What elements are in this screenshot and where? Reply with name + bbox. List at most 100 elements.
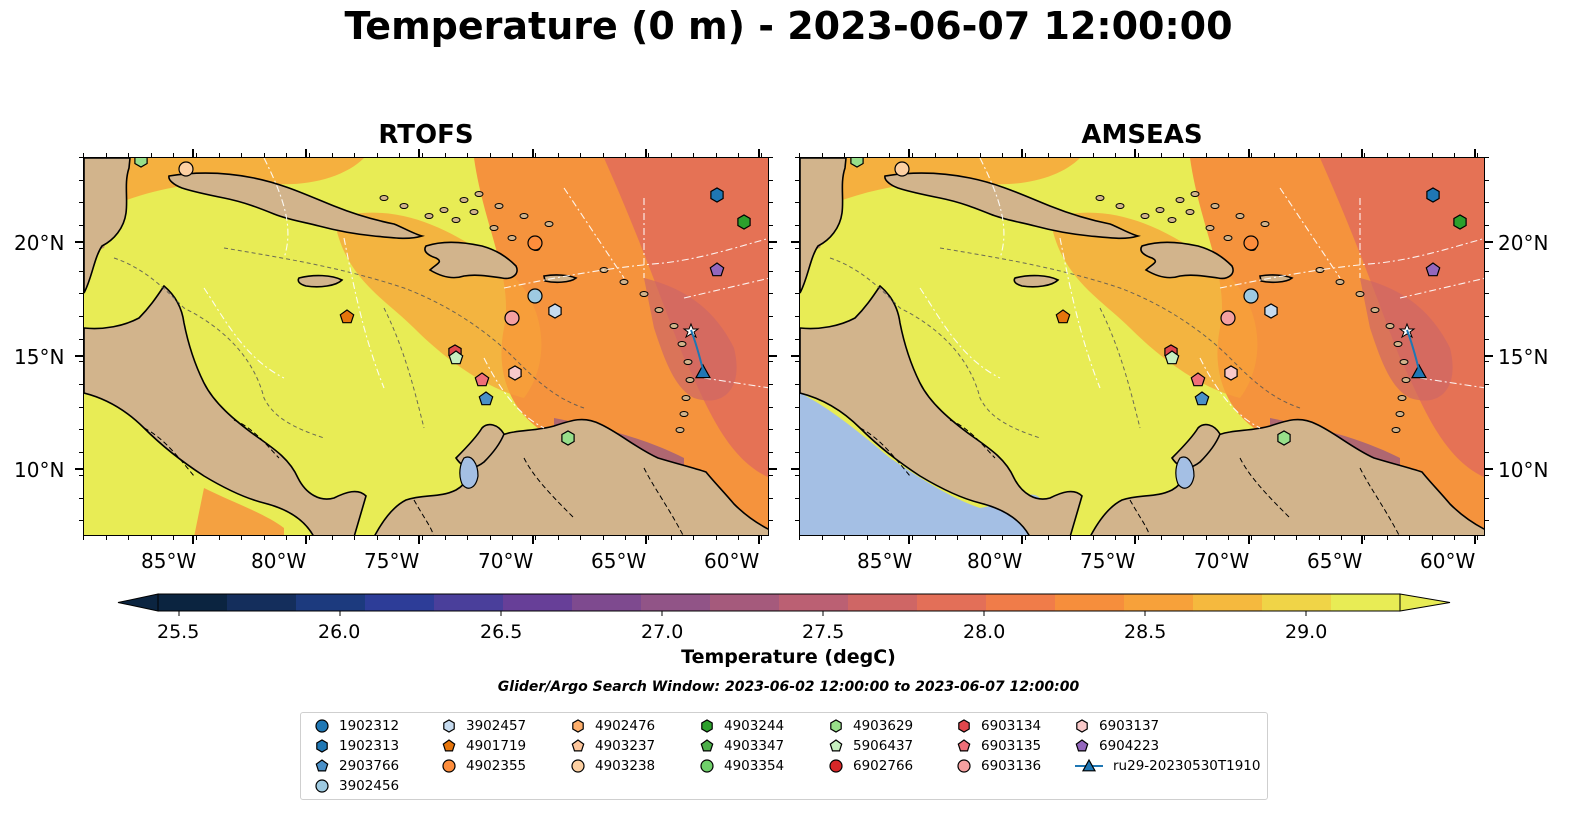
lon-tick-minor <box>1160 536 1162 540</box>
lon-tick-minor <box>670 153 672 157</box>
lat-tick-minor <box>1485 157 1489 158</box>
lon-tick-minor <box>1183 153 1185 157</box>
pacific-sst <box>84 393 324 535</box>
lon-tick-minor <box>1386 536 1388 540</box>
land-cuba <box>884 172 1141 240</box>
lat-tick-minor <box>1485 429 1489 431</box>
colorbar-tick-label: 28.0 <box>963 621 1006 643</box>
lat-tick-minor <box>795 497 799 499</box>
lon-tick-minor <box>444 153 446 157</box>
lon-tick-minor <box>1002 536 1004 540</box>
lon-tick-minor <box>354 153 356 157</box>
small-island <box>379 195 389 201</box>
small-island <box>1260 221 1270 227</box>
lon-tick-minor <box>1296 536 1298 540</box>
lat-tick-minor <box>1485 202 1489 204</box>
lon-tick-minor <box>1409 153 1411 157</box>
colorbar-segment <box>503 594 573 611</box>
lon-tick-minor <box>354 536 356 540</box>
lat-tick-minor <box>79 202 83 204</box>
legend-label: 6902766 <box>853 758 914 774</box>
lat-tick-minor <box>795 429 799 431</box>
lat-tick-minor <box>79 406 83 408</box>
lon-tick-minor <box>1138 153 1139 157</box>
small-island <box>1210 203 1220 209</box>
lon-tick-major <box>758 536 760 544</box>
colorbar-tick-label: 25.5 <box>157 621 200 643</box>
lat-tick-minor <box>79 225 83 227</box>
small-island <box>677 341 687 347</box>
lon-tick-minor <box>844 536 846 540</box>
float-marker <box>561 430 575 446</box>
legend-marker <box>958 719 970 733</box>
legend-marker <box>571 759 585 773</box>
lat-tick-minor <box>769 179 773 181</box>
lat-tick-minor <box>769 338 773 340</box>
lon-tick-major <box>645 536 647 544</box>
lon-tick-major <box>1474 149 1476 157</box>
legend-item: 6903136 <box>955 756 1041 776</box>
map-rtofs[interactable] <box>83 157 769 536</box>
lat-label-15n-left: 15°N <box>14 345 65 369</box>
lon-tick-minor <box>128 536 130 540</box>
float-marker <box>339 309 355 324</box>
lon-tick-minor <box>1341 536 1343 540</box>
lon-tick-minor <box>83 536 84 540</box>
lon-tick-minor <box>889 536 891 540</box>
lon-tick-minor <box>1205 536 1207 540</box>
lon-tick-minor <box>693 153 695 157</box>
lat-tick-minor <box>1485 315 1489 317</box>
map-amseas[interactable] <box>799 157 1485 536</box>
legend-label: 4903237 <box>595 738 656 754</box>
lon-tick-minor <box>602 536 604 540</box>
lon-tick-minor <box>1025 536 1026 540</box>
lat-tick-minor <box>79 384 83 385</box>
country-border <box>143 419 684 535</box>
lat-tick-minor <box>79 338 83 340</box>
legend-label: 1902313 <box>339 738 400 754</box>
land-hispaniola <box>1140 241 1234 280</box>
small-island <box>459 197 469 203</box>
legend-label: 4903629 <box>853 718 914 734</box>
legend-label: 2903766 <box>339 758 400 774</box>
lon-tick-minor <box>263 153 265 157</box>
small-island <box>1335 279 1345 285</box>
lat-tick-minor <box>1485 270 1489 272</box>
legend-label: 6904223 <box>1099 738 1160 754</box>
lon-tick-minor <box>625 536 627 540</box>
land-central-america <box>84 284 367 535</box>
lat-tick-minor <box>795 361 799 363</box>
lon-tick-major <box>645 149 647 157</box>
panel-title-amseas: AMSEAS <box>1081 120 1203 150</box>
lon-tick-minor <box>489 536 491 540</box>
lon-tick-minor <box>489 153 491 157</box>
lon-tick-minor <box>150 153 152 157</box>
land-puerto-rico <box>1259 274 1294 284</box>
float-marker <box>478 391 494 406</box>
small-island <box>1190 191 1200 197</box>
lat-tick-major <box>1485 241 1493 243</box>
legend-label: 4902355 <box>466 758 527 774</box>
colorbar-tick-label: 26.0 <box>318 621 361 643</box>
lon-tick-minor <box>557 153 559 157</box>
small-island <box>451 217 461 223</box>
lon-tick-minor <box>1047 536 1049 540</box>
lat-tick-minor <box>769 452 773 454</box>
lon-tick-minor <box>738 536 740 540</box>
lat-tick-major <box>769 468 777 470</box>
lon-tick-minor <box>715 536 717 540</box>
lon-tick-minor <box>1273 153 1275 157</box>
lon-tick-minor <box>1318 536 1320 540</box>
colorbar-segment <box>641 594 711 611</box>
lat-tick-major <box>791 355 799 357</box>
lon-tick-major <box>1021 149 1023 157</box>
lon-tick-minor <box>866 153 868 157</box>
lon-tick-minor <box>376 536 378 540</box>
lon-tick-minor <box>467 153 469 157</box>
colorbar-tick-label: 29.0 <box>1285 621 1328 643</box>
lon-tick-minor <box>1115 536 1117 540</box>
colorbar-tick-label: 26.5 <box>480 621 523 643</box>
legend-marker <box>700 759 714 773</box>
lon-tick-minor <box>1364 153 1365 157</box>
lat-label-10n-right: 10°N <box>1498 458 1549 482</box>
